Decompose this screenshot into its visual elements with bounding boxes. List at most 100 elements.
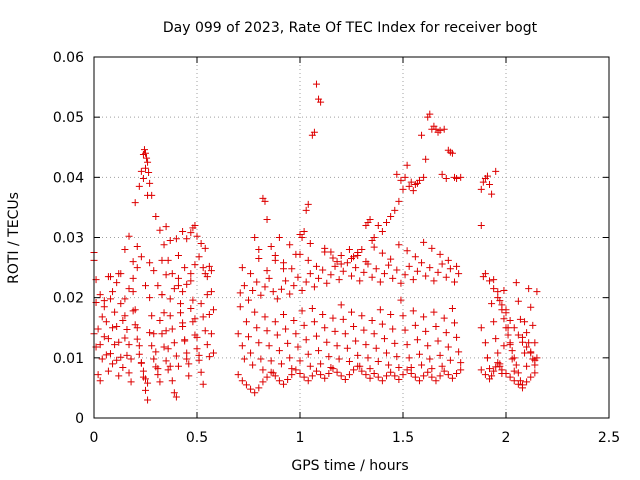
data-point	[321, 324, 329, 332]
data-point	[531, 369, 539, 377]
data-point	[428, 244, 436, 252]
data-point	[121, 334, 129, 342]
data-point	[174, 362, 182, 370]
data-point	[247, 270, 255, 278]
data-point	[383, 372, 391, 380]
data-point	[255, 339, 263, 347]
data-point	[387, 255, 395, 263]
data-point	[488, 372, 496, 380]
data-point	[282, 277, 290, 285]
data-point	[358, 246, 366, 254]
data-point	[424, 368, 432, 376]
data-point	[102, 318, 110, 326]
data-point	[146, 329, 154, 337]
data-point	[288, 365, 296, 373]
data-point	[145, 169, 153, 177]
data-point	[261, 313, 269, 321]
data-point	[300, 321, 308, 329]
data-point	[255, 384, 263, 392]
data-point	[378, 377, 386, 385]
data-point	[288, 371, 296, 379]
data-point	[337, 260, 345, 268]
data-point	[183, 235, 191, 243]
data-point	[479, 178, 487, 186]
data-point	[372, 265, 380, 273]
data-point	[125, 285, 133, 293]
data-point	[527, 373, 535, 381]
data-point	[251, 308, 259, 316]
data-point	[312, 262, 320, 270]
data-point	[284, 339, 292, 347]
data-point	[253, 324, 261, 332]
data-point	[477, 221, 485, 229]
data-point	[245, 296, 252, 304]
data-point	[317, 98, 325, 106]
data-point	[271, 318, 279, 326]
data-point	[395, 363, 403, 371]
data-point	[440, 125, 448, 133]
data-point	[533, 288, 541, 296]
data-point	[280, 311, 288, 319]
data-point	[197, 240, 205, 248]
data-point	[174, 252, 182, 260]
data-point	[158, 330, 166, 338]
data-point	[98, 355, 106, 363]
data-point	[142, 149, 149, 157]
data-point	[205, 353, 213, 361]
data-point	[292, 330, 300, 338]
data-point	[376, 306, 384, 314]
data-point	[160, 241, 168, 249]
data-point	[100, 303, 108, 311]
data-point	[234, 371, 242, 379]
data-point	[403, 247, 411, 255]
data-point	[197, 368, 205, 376]
data-point	[302, 336, 310, 344]
data-point	[521, 349, 529, 357]
data-point	[146, 179, 154, 187]
data-point	[514, 297, 522, 305]
grid-lines	[94, 57, 609, 418]
data-point	[345, 371, 353, 379]
data-point	[140, 146, 148, 154]
data-point	[496, 362, 504, 370]
data-point	[514, 369, 522, 377]
data-point	[502, 369, 510, 377]
data-point	[172, 393, 180, 401]
data-point	[321, 374, 329, 382]
x-tick-label: 0	[90, 430, 99, 446]
data-point	[277, 360, 285, 368]
data-point	[498, 366, 506, 374]
data-point	[102, 351, 110, 359]
data-point	[199, 264, 207, 272]
data-point	[527, 303, 535, 311]
data-point	[486, 365, 494, 373]
data-point	[123, 326, 131, 334]
data-point	[354, 351, 362, 359]
data-point	[251, 389, 259, 397]
data-point	[446, 265, 454, 273]
data-point	[327, 271, 335, 279]
data-point	[164, 256, 172, 264]
y-tick-label: 0	[75, 411, 84, 427]
data-point	[337, 252, 345, 260]
data-point	[368, 317, 376, 325]
data-point	[156, 378, 164, 386]
data-point	[333, 258, 341, 266]
data-point	[315, 274, 323, 282]
data-point	[317, 371, 325, 379]
data-point	[170, 389, 178, 397]
data-point	[94, 325, 102, 333]
data-point	[98, 313, 106, 321]
data-point	[308, 304, 316, 312]
data-point	[137, 359, 145, 367]
data-point	[172, 352, 180, 360]
data-point	[170, 285, 178, 293]
data-point	[154, 282, 162, 290]
data-point	[512, 361, 520, 369]
data-point	[185, 360, 193, 368]
data-point	[508, 347, 516, 355]
data-point	[263, 267, 271, 275]
data-point	[383, 349, 391, 357]
data-point	[335, 355, 343, 363]
data-point	[444, 343, 452, 351]
